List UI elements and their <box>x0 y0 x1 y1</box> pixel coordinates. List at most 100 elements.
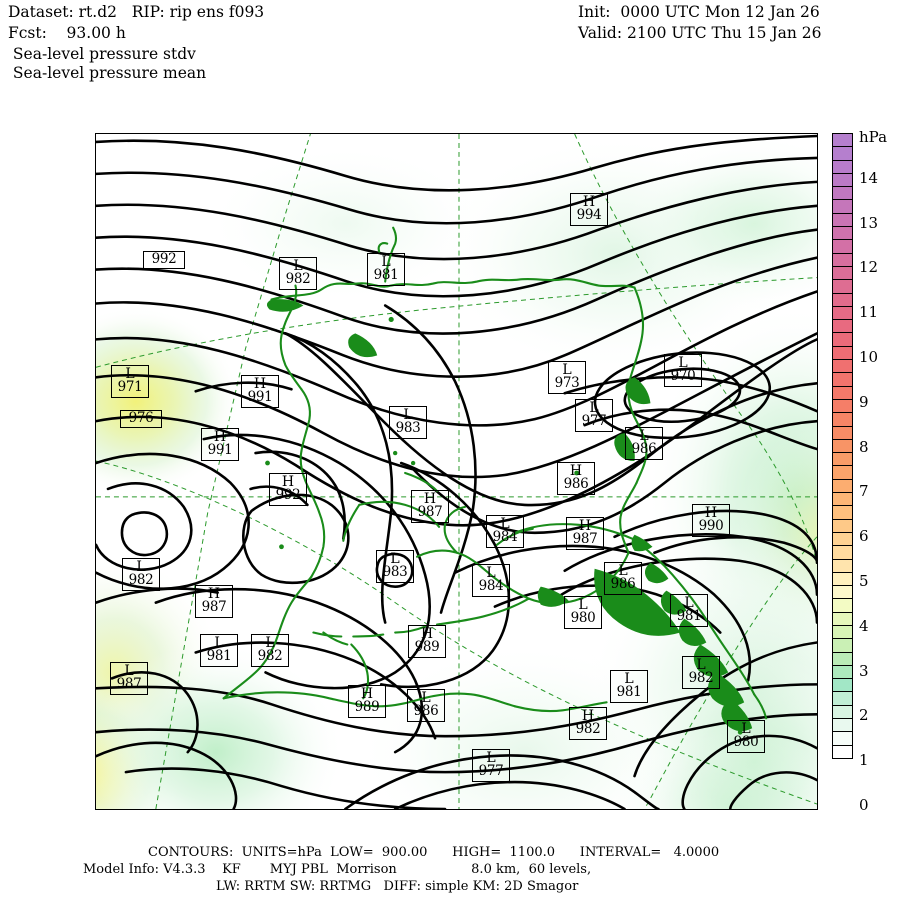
colorbar-cell <box>832 265 853 281</box>
header-valid-line: Valid: 2100 UTC Thu 15 Jan 26 <box>578 24 822 42</box>
pressure-label-value: 987 <box>572 531 598 547</box>
colorbar-tick-4: 4 <box>859 616 869 635</box>
colorbar-cell <box>832 359 853 374</box>
pressure-label-type: H <box>281 474 295 490</box>
colorbar-tick-0: 0 <box>859 796 869 814</box>
pressure-label-type: L <box>500 516 510 532</box>
slp-mean-contours <box>96 134 817 809</box>
pressure-label-type: L <box>624 671 634 687</box>
colorbar-cell <box>832 199 853 214</box>
pressure-label-value: 977 <box>478 763 504 779</box>
pressure-label-l-984: L 984 <box>472 564 510 597</box>
pressure-label-value: 982 <box>257 648 283 664</box>
footer-text-block: CONTOURS: UNITS=hPa LOW= 900.00 HIGH= 11… <box>0 845 900 900</box>
colorbar-cell <box>832 252 853 267</box>
pressure-label-type: H <box>420 626 434 642</box>
pressure-label-type: H <box>213 429 227 445</box>
pressure-label-l-984: L 984 <box>486 515 524 548</box>
colorbar-cell <box>832 372 853 387</box>
footer-contours-line: CONTOURS: UNITS=hPa LOW= 900.00 HIGH= 11… <box>148 845 720 860</box>
pressure-label-type: L <box>678 355 688 371</box>
pressure-label-type: L <box>562 362 572 378</box>
pressure-label-l-980: L 980 <box>564 596 602 629</box>
pressure-label-h-989: H 989 <box>408 625 446 658</box>
coastal-detail-fill <box>266 299 753 732</box>
colorbar-cell <box>832 345 853 361</box>
pressure-label-type: L <box>639 428 649 444</box>
pressure-label-h-986: H 986 <box>557 462 595 495</box>
pressure-label-h-989: H 989 <box>348 685 386 718</box>
colorbar-cell <box>832 239 853 254</box>
pressure-label-type: L <box>125 366 135 382</box>
pressure-label-value: 983 <box>382 564 408 580</box>
pressure-label-l-982: L 982 <box>122 558 160 591</box>
pressure-label-type: L <box>403 407 413 423</box>
stdv-shading-layer <box>96 134 817 809</box>
colorbar-tick-11: 11 <box>859 303 879 322</box>
colorbar-tick-10: 10 <box>859 348 879 366</box>
pressure-label-h-992: H 992 <box>269 473 307 506</box>
pressure-label-value: 992 <box>151 250 177 267</box>
pressure-label-value: 982 <box>285 271 311 287</box>
colorbar-tick-5: 5 <box>859 572 869 590</box>
pressure-label-l-982: L 982 <box>251 634 289 667</box>
pressure-label-type: L <box>214 635 224 651</box>
pressure-label-value: 986 <box>413 703 439 719</box>
pressure-label-type: H <box>207 586 221 602</box>
colorbar-cell <box>832 425 853 440</box>
pressure-label-l-986: L 986 <box>407 689 445 722</box>
pressure-label-h-991: H 991 <box>241 375 279 408</box>
pressure-label-type: L <box>381 254 391 270</box>
pressure-label-type: H <box>569 463 583 479</box>
header-field-mean: Sea-level pressure mean <box>8 64 207 82</box>
pressure-label-l-981: L 981 <box>200 634 238 667</box>
pressure-label-l-980: L 980 <box>727 720 765 753</box>
pressure-label-value: 986 <box>563 476 589 492</box>
colorbar-cell <box>832 133 853 148</box>
colorbar-cell <box>832 412 853 427</box>
pressure-label-type: L <box>421 690 431 706</box>
colorbar-cell <box>832 478 853 494</box>
pressure-label-type: H <box>360 686 374 702</box>
colorbar-cell <box>832 186 853 201</box>
colorbar-cell <box>832 611 853 626</box>
pressure-label-value: 984 <box>492 529 518 545</box>
pressure-label-type: H <box>423 491 437 507</box>
colorbar-units-label: hPa <box>859 128 888 146</box>
pressure-label-value: 983 <box>395 420 421 436</box>
pressure-label-l-981: L 981 <box>367 253 405 286</box>
pressure-label-h-987: H 987 <box>411 490 449 523</box>
pressure-label-type: L <box>265 635 275 651</box>
header-field-stdv: Sea-level pressure stdv <box>8 45 196 63</box>
colorbar-cell <box>832 398 853 414</box>
colorbar-cell <box>832 545 853 560</box>
pressure-label-type: L <box>696 657 706 673</box>
colorbar-cell <box>832 571 853 587</box>
pressure-label-type: L <box>589 400 599 416</box>
colorbar-cell <box>832 518 853 533</box>
colorbar-cell <box>832 664 853 680</box>
pressure-label-contour-976: 976 <box>120 409 162 428</box>
colorbar-cell <box>832 651 853 666</box>
pressure-label-type: L <box>486 750 496 766</box>
colorbar-cell <box>832 212 853 228</box>
pressure-label-l-987: L 987 <box>110 662 148 695</box>
colorbar-cell <box>832 505 853 520</box>
pressure-label-value: 989 <box>414 639 440 655</box>
pressure-label-h-987: H 987 <box>195 585 233 618</box>
colorbar-cell <box>832 292 853 307</box>
pressure-label-type: L <box>390 551 400 567</box>
pressure-label-value: 980 <box>570 610 596 626</box>
pressure-label-value: 976 <box>128 409 154 426</box>
pressure-label-value: 986 <box>631 441 657 457</box>
colorbar-cell <box>832 385 853 400</box>
pressure-label-type: L <box>124 663 134 679</box>
pressure-label-l-977: L 977 <box>472 749 510 782</box>
map-plot-area: L 971 976 992 L 982 L 981 H 994 L 970 L 973 L 977 H 991 L 9… <box>95 133 818 810</box>
pressure-label-l-981: L 981 <box>670 594 708 627</box>
pressure-label-l-973: L 973 <box>548 361 586 394</box>
colorbar-tick-6: 6 <box>859 527 869 546</box>
colorbar-cell <box>832 332 853 347</box>
header-dataset-line: Dataset: rt.d2 RIP: rip ens f093 <box>8 3 265 21</box>
pressure-label-type: L <box>486 565 496 581</box>
